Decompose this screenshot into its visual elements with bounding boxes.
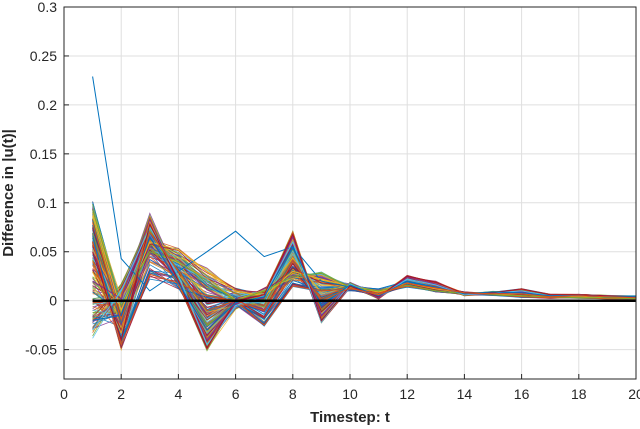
x-tick-label: 4 (175, 386, 183, 402)
x-axis-label: Timestep: t (310, 409, 390, 426)
y-tick-label: -0.05 (25, 342, 57, 358)
series-line (92, 216, 637, 344)
x-tick-label: 14 (457, 386, 473, 402)
y-tick-label: 0.25 (30, 48, 57, 64)
x-tick-label: 8 (289, 386, 297, 402)
y-tick-label: 0.3 (38, 0, 58, 15)
x-tick-label: 20 (628, 386, 640, 402)
y-axis-label: Difference in |u(t)| (0, 129, 17, 257)
x-tick-label: 0 (60, 386, 68, 402)
y-tick-label: 0.1 (38, 195, 58, 211)
series-line (92, 222, 637, 322)
x-tick-label: 18 (571, 386, 587, 402)
series-line (92, 235, 636, 331)
x-tick-label: 10 (342, 386, 358, 402)
series-line (92, 221, 637, 349)
y-axis-ticks: -0.05 0 0.05 0.1 0.15 0.2 0.25 0.3 (25, 0, 69, 358)
x-axis-ticks: 0 2 4 6 8 10 12 14 16 18 20 (60, 374, 640, 402)
grid-lines (63, 6, 637, 379)
y-tick-label: 0.15 (30, 146, 57, 162)
y-tick-label: 0 (49, 293, 57, 309)
plot-area (92, 76, 637, 352)
series-line (92, 219, 637, 341)
y-tick-label: 0.05 (30, 244, 57, 260)
x-tick-label: 6 (232, 386, 240, 402)
x-tick-label: 16 (514, 386, 530, 402)
x-tick-label: 12 (399, 386, 415, 402)
y-tick-label: 0.2 (38, 97, 58, 113)
series-line (92, 228, 637, 333)
x-tick-label: 2 (117, 386, 125, 402)
